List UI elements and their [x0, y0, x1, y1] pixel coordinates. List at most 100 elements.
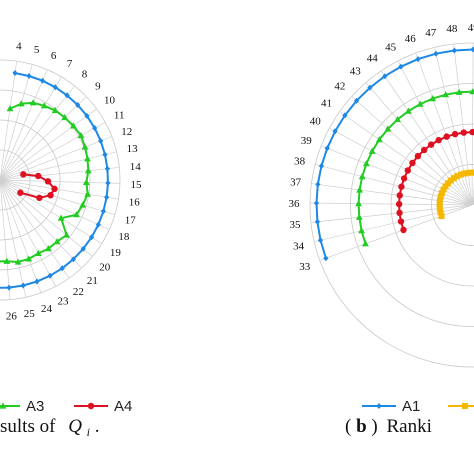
tick-label: 45	[385, 42, 397, 54]
caption-a-text: sults of	[0, 416, 56, 437]
grid-spoke	[0, 76, 62, 181]
legend-b: A1	[362, 398, 474, 415]
data-point	[6, 284, 12, 291]
data-point	[397, 218, 405, 225]
data-point	[469, 88, 474, 95]
data-point	[442, 91, 450, 98]
data-point	[26, 72, 32, 79]
data-point	[92, 124, 98, 131]
data-point	[436, 197, 443, 204]
data-point	[465, 169, 472, 176]
data-point	[61, 113, 69, 121]
data-point	[73, 211, 80, 218]
data-point	[17, 100, 25, 107]
data-point	[12, 70, 18, 77]
tick-label: 8	[82, 68, 88, 80]
legend-marker	[0, 402, 7, 409]
data-point	[447, 177, 454, 184]
data-point	[358, 173, 366, 180]
grid-spoke	[0, 96, 87, 181]
legend-label: A4	[114, 398, 132, 415]
grid-spoke	[0, 179, 11, 300]
data-point	[367, 84, 373, 91]
grid-spoke	[321, 145, 473, 206]
grid-ring	[0, 89, 91, 271]
grid-spoke	[0, 167, 120, 181]
caption-a-end: .	[95, 416, 100, 437]
data-point	[53, 238, 61, 245]
series-unnamed-2	[0, 70, 111, 291]
legend-item: A3	[0, 398, 44, 415]
data-point	[457, 171, 464, 178]
grid-spoke	[0, 179, 102, 244]
grid-ring	[0, 119, 61, 241]
tick-label: 12	[121, 126, 132, 138]
grid-spoke	[365, 82, 473, 206]
data-point	[318, 163, 325, 170]
caption-b-close: )	[371, 416, 377, 437]
data-point	[443, 133, 450, 140]
grid-spoke	[0, 108, 97, 181]
data-point	[461, 170, 468, 177]
data-point	[105, 180, 111, 187]
data-point	[25, 255, 33, 262]
grid-ring	[390, 123, 474, 287]
data-point	[469, 169, 474, 176]
grid-spoke	[0, 136, 113, 181]
grid-spoke	[311, 183, 473, 206]
data-point	[57, 214, 65, 221]
data-point	[436, 201, 443, 208]
grid-spoke	[471, 43, 474, 206]
data-point	[398, 183, 405, 190]
data-point	[314, 218, 320, 225]
data-point	[398, 63, 404, 70]
data-point	[450, 175, 457, 182]
data-point	[362, 240, 369, 247]
legend-label: A3	[26, 398, 44, 415]
data-point	[420, 146, 428, 154]
data-point	[451, 130, 459, 138]
grid-spoke	[310, 204, 473, 223]
legend-marker	[87, 402, 95, 410]
grid-spoke	[434, 47, 473, 206]
data-point	[332, 128, 338, 135]
grid-ring	[0, 59, 121, 301]
legend-marker	[462, 403, 468, 409]
grid-spoke	[0, 179, 27, 298]
data-point	[438, 190, 445, 197]
grid-ring	[350, 83, 474, 327]
data-point	[437, 209, 444, 216]
data-point	[469, 128, 474, 136]
data-point	[414, 152, 422, 160]
grid-spoke	[319, 204, 473, 261]
caption-a-symbol: Q	[68, 416, 82, 437]
data-point	[356, 186, 363, 193]
grid-spoke	[0, 179, 120, 184]
caption-b-text: Ranki	[386, 416, 431, 437]
grid-spoke	[397, 60, 473, 206]
data-point	[39, 77, 46, 84]
grid-spoke	[380, 70, 473, 206]
tick-label: 13	[127, 143, 139, 155]
grid-ring	[309, 42, 474, 368]
data-point	[427, 141, 435, 148]
tick-label: 43	[350, 66, 362, 78]
tick-label: 48	[446, 23, 458, 35]
data-point	[400, 226, 407, 234]
data-point	[437, 193, 444, 200]
data-point	[81, 143, 89, 150]
data-point	[436, 205, 443, 212]
data-point	[70, 256, 76, 263]
data-point	[342, 112, 348, 119]
series-unnamed-1	[355, 88, 474, 247]
data-point	[396, 192, 403, 199]
data-point	[451, 47, 457, 54]
tick-label: 10	[104, 94, 116, 106]
data-point	[98, 137, 104, 144]
tick-label: 24	[41, 303, 53, 315]
tick-label: 39	[301, 135, 313, 147]
data-point	[64, 92, 70, 99]
data-point	[20, 171, 27, 178]
grid-spoke	[453, 44, 473, 206]
tick-label: 21	[87, 275, 98, 287]
